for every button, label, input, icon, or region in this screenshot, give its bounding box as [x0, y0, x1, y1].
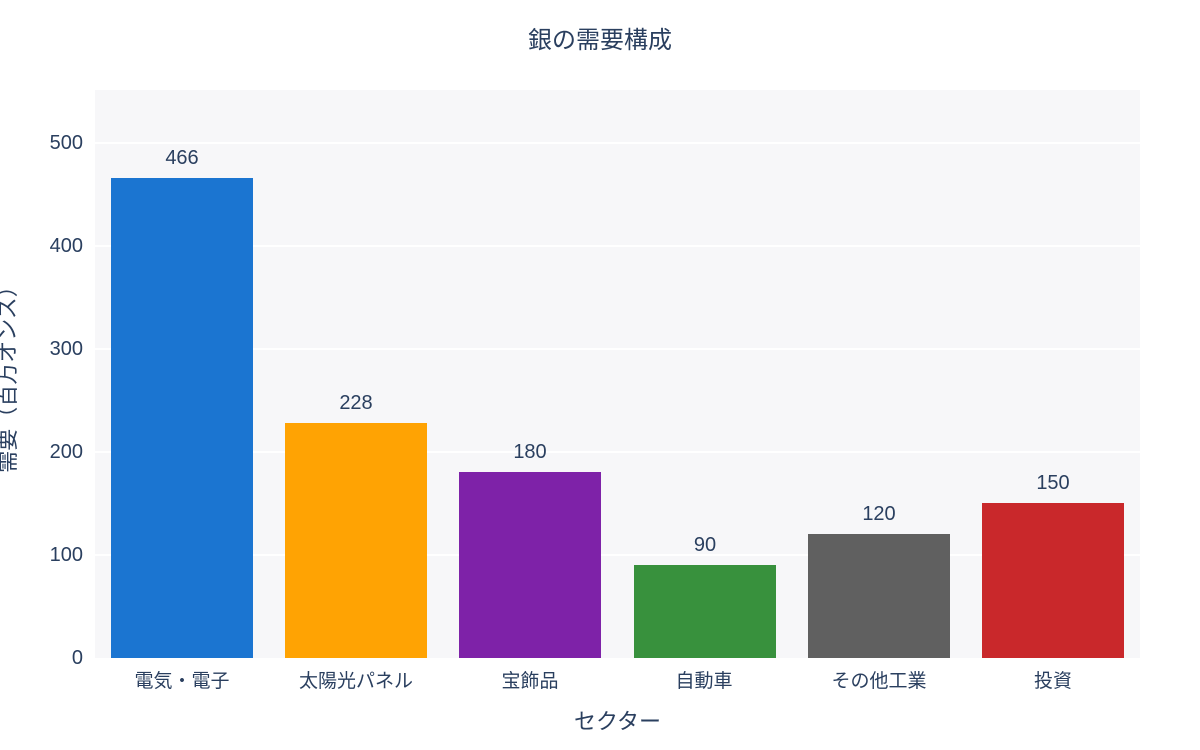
- bar-太陽光パネル: [285, 423, 427, 658]
- bar-value-label: 150: [1036, 472, 1070, 494]
- bar-電気・電子: [111, 178, 253, 658]
- y-tick-label-100: 100: [49, 544, 83, 566]
- bar-value-label: 90: [693, 534, 717, 556]
- x-category-label-太陽光パネル: 太陽光パネル: [298, 671, 413, 692]
- y-tick-label-200: 200: [49, 441, 83, 463]
- gridline-y-500: [95, 141, 1140, 144]
- x-category-label-自動車: 自動車: [675, 671, 733, 692]
- bar-value-label: 466: [165, 147, 199, 169]
- x-category-label-投資: 投資: [1033, 671, 1072, 692]
- x-category-label-その他工業: その他工業: [831, 671, 927, 692]
- bar-value-label: 228: [339, 392, 373, 414]
- x-category-label-宝飾品: 宝飾品: [501, 671, 559, 692]
- bar-宝飾品: [459, 472, 601, 658]
- x-axis-title: セクター: [573, 709, 662, 734]
- plot-area: 466 228 180 90 120 150: [95, 90, 1140, 658]
- x-category-label-電気・電子: 電気・電子: [134, 671, 230, 692]
- y-tick-label-300: 300: [49, 338, 83, 360]
- y-tick-label-400: 400: [49, 235, 83, 257]
- y-tick-label-500: 500: [49, 132, 83, 154]
- chart-title: 銀の需要構成: [528, 27, 672, 54]
- bar-value-label: 120: [862, 503, 896, 525]
- bar-その他工業: [808, 534, 950, 658]
- y-tick-label-0: 0: [71, 647, 83, 669]
- bar-value-label: 180: [513, 441, 547, 463]
- bar-投資: [982, 503, 1124, 658]
- bar-自動車: [634, 565, 776, 658]
